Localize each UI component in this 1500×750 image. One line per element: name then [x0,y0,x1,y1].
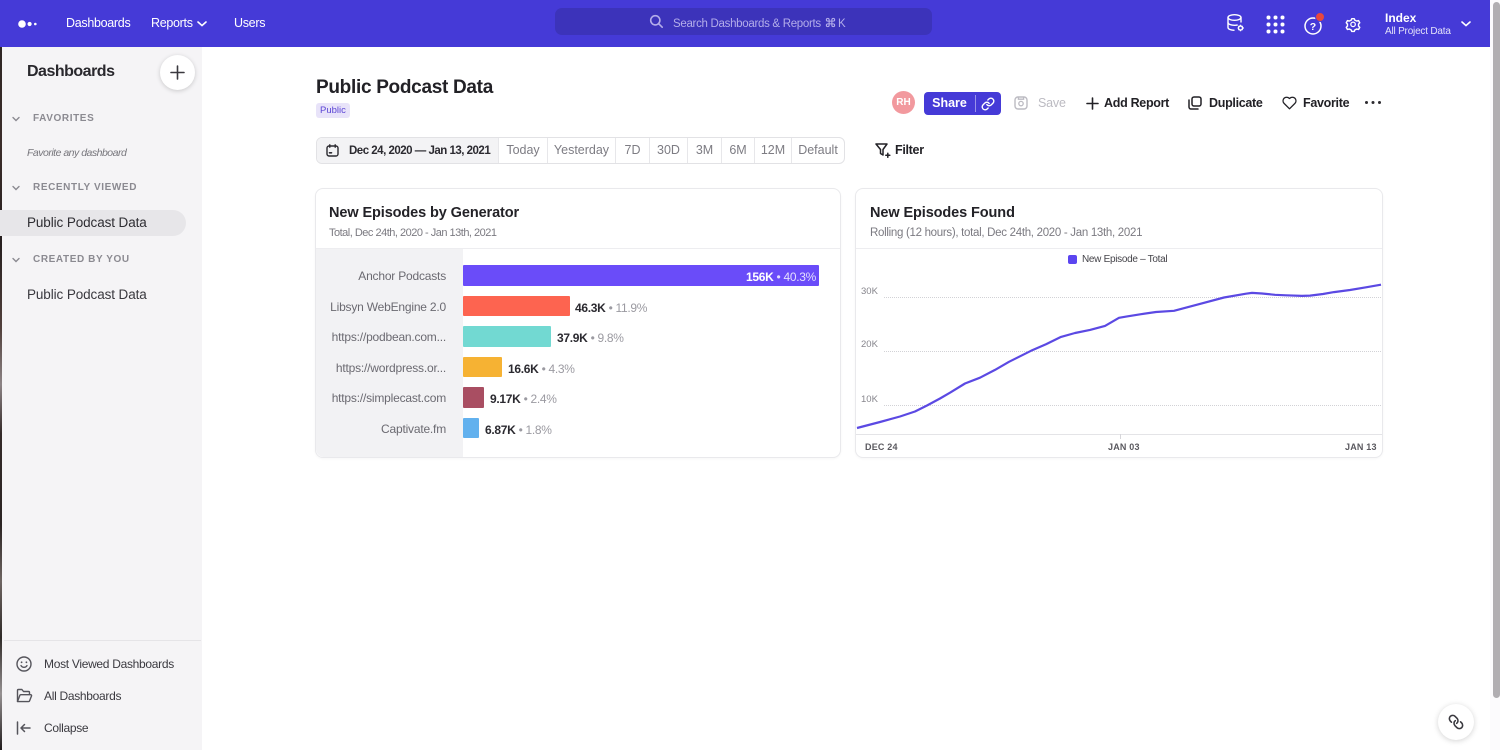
svg-text:?: ? [1310,21,1316,33]
